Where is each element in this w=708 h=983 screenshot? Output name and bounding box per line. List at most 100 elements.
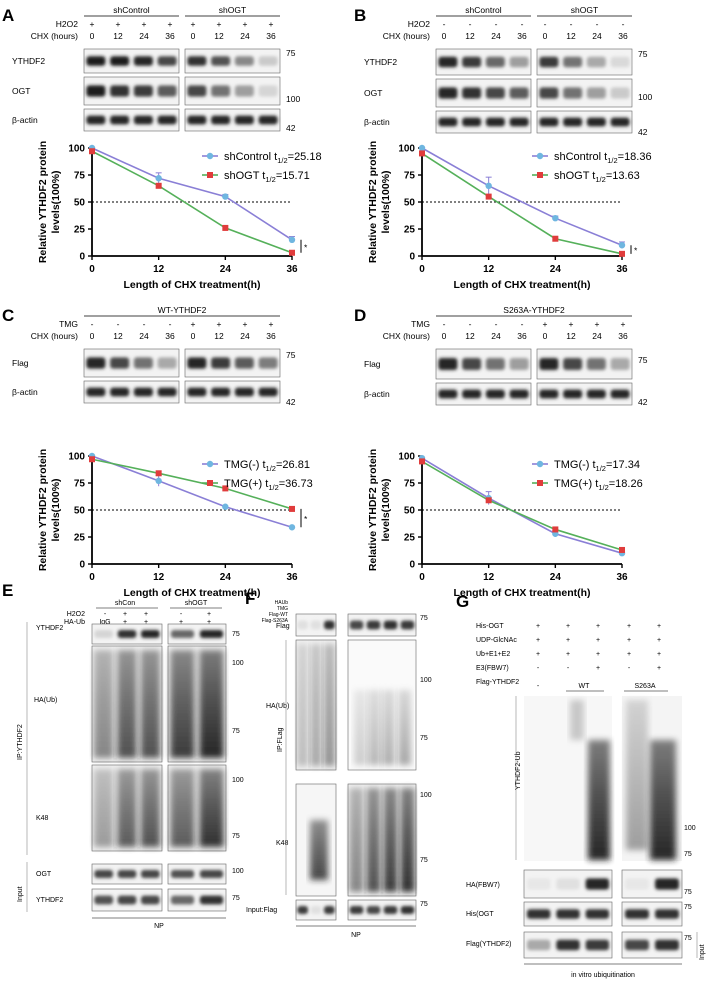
ub-smear — [170, 650, 195, 758]
blot-band — [462, 358, 482, 370]
blot-label: Flag — [276, 623, 290, 630]
row-label: CHX (hours) — [383, 331, 430, 341]
blot-strip — [184, 76, 281, 106]
blot-band — [509, 117, 529, 127]
y-tick-label: 75 — [74, 479, 86, 490]
ub-smear — [368, 690, 381, 765]
lane-group: S263A — [634, 683, 655, 690]
mw-marker: 75 — [638, 49, 648, 59]
x-tick-label: 12 — [153, 264, 165, 275]
y-tick-label: 100 — [68, 452, 85, 463]
blot-band — [585, 909, 610, 919]
blot-label: YTHDF2 — [36, 897, 63, 904]
blot-band — [234, 115, 254, 125]
blot-band — [297, 906, 308, 914]
mw-marker: 75 — [638, 355, 648, 365]
ub-smear — [354, 690, 367, 765]
y-tick-label: 25 — [404, 533, 416, 544]
significance-mark: * — [304, 242, 308, 252]
blot-label: HA(Ub) — [34, 697, 57, 704]
x-tick-label: 0 — [89, 572, 95, 583]
blot-strip — [295, 899, 337, 921]
blot-label: K48 — [276, 840, 289, 847]
blot-strip — [295, 613, 337, 637]
blot-band — [94, 870, 113, 878]
legend-marker — [536, 460, 544, 468]
blot-strip — [83, 76, 180, 106]
data-point — [288, 236, 296, 243]
blot-strip — [83, 48, 180, 74]
blot-band — [586, 389, 606, 399]
blot-strip — [435, 348, 532, 380]
mw-marker: 42 — [638, 397, 648, 407]
blot-label: HA(FBW7) — [466, 882, 500, 889]
mw-marker: 75 — [420, 615, 428, 622]
data-point — [552, 526, 559, 533]
y-axis-label-line: levels(100%) — [380, 478, 392, 541]
mw-marker: 100 — [420, 792, 432, 799]
blot-band — [86, 387, 106, 397]
ub-smear — [366, 788, 381, 892]
row-label: CHX (hours) — [383, 31, 430, 41]
blot-band — [462, 87, 482, 99]
panel-label: F — [245, 589, 255, 608]
legend-marker — [206, 152, 214, 160]
blot-band — [141, 895, 160, 905]
blot-band — [170, 895, 195, 905]
blot-strip — [621, 901, 683, 927]
lane-mark: 36 — [266, 31, 276, 41]
lane-mark: + — [627, 637, 631, 644]
blot-strip — [621, 931, 683, 959]
blot-frame — [167, 623, 227, 645]
blot-band — [117, 630, 137, 638]
group-label: shOGT — [571, 5, 598, 15]
lane-mark: - — [143, 319, 146, 329]
mw-marker: 100 — [638, 92, 652, 102]
ub-smear — [588, 740, 610, 860]
blot-frame — [435, 382, 532, 406]
mw-marker: 75 — [684, 904, 692, 911]
ub-blot — [295, 639, 337, 771]
legend-subscript: 1/2 — [607, 156, 617, 165]
blot-band — [258, 387, 278, 397]
blot-frame — [435, 110, 532, 134]
blot-band — [462, 117, 482, 127]
blot-band — [539, 389, 559, 399]
blot-band — [586, 358, 606, 370]
blot-band — [586, 56, 606, 68]
lane-mark: 12 — [465, 31, 475, 41]
mw-marker: 75 — [684, 935, 692, 942]
input-label: Input — [17, 886, 24, 902]
y-tick-label: 25 — [74, 225, 86, 236]
legend-subscript: 1/2 — [265, 175, 275, 184]
legend-text: TMG(-) t — [224, 459, 266, 471]
blot-band — [438, 117, 458, 127]
blot-strip — [536, 48, 633, 76]
blot-band — [157, 387, 177, 397]
legend-text: shOGT t — [554, 170, 595, 182]
blot-band — [400, 906, 415, 914]
blot-band — [157, 56, 177, 66]
lane-mark: 36 — [165, 31, 175, 41]
blot-frame — [167, 888, 227, 912]
chart-c: 0 25 50 75 100 0 12 24 36 Length of CHX treatment… — [37, 449, 313, 599]
row-label: TMG — [411, 319, 430, 329]
lane-mark: 12 — [566, 31, 576, 41]
blot-frame — [536, 110, 633, 134]
legend-entry: TMG(+) t1/2=36.73 — [224, 478, 313, 492]
ub-smear — [140, 650, 161, 758]
lane-mark: - — [570, 19, 573, 29]
lane-mark: + — [596, 623, 600, 630]
y-tick-label: 50 — [74, 198, 86, 209]
footer-label: NP — [154, 923, 164, 930]
k48-smear — [310, 820, 328, 880]
lane-mark: - — [180, 611, 183, 618]
blot-band — [509, 358, 529, 370]
blot-band — [310, 620, 322, 630]
panel-g-blot: G His-OGT + + + + + UDP-GlcNAc + + + + + Ub+E1+E2 + + + +… — [456, 592, 706, 979]
lane-mark: 0 — [90, 331, 95, 341]
panel-label: C — [2, 306, 14, 325]
ub-smear — [117, 769, 137, 847]
